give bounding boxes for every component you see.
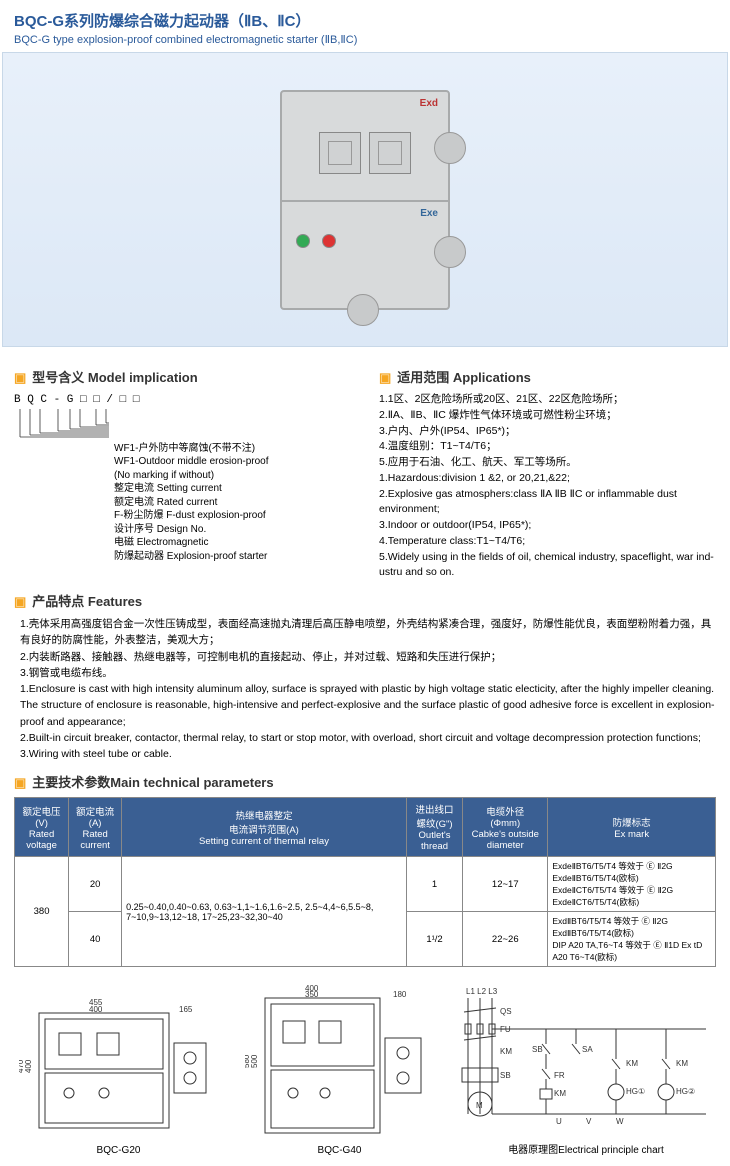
exe-label: Exe bbox=[420, 208, 438, 219]
svg-text:HG①: HG① bbox=[626, 1087, 645, 1096]
svg-text:KM: KM bbox=[500, 1047, 512, 1056]
th-voltage: 额定电压(V)Rated voltage bbox=[15, 798, 69, 857]
dwg-label: BQC-G40 bbox=[235, 1145, 444, 1156]
svg-text:W: W bbox=[616, 1117, 624, 1126]
svg-text:SB: SB bbox=[532, 1045, 543, 1054]
th-thread: 进出线口螺纹(G")Outlet's thread bbox=[406, 798, 462, 857]
features-heading: 产品特点 Features bbox=[14, 591, 716, 610]
th-exmark: 防爆标志Ex mark bbox=[548, 798, 716, 857]
svg-text:U: U bbox=[556, 1117, 562, 1126]
svg-text:V: V bbox=[586, 1117, 592, 1126]
model-impl-heading: 型号含义 Model implication bbox=[14, 367, 351, 386]
params-heading: 主要技术参数Main technical parameters bbox=[14, 772, 716, 791]
applications-list: 1.1区、2区危险场所或20区、21区、22区危险场所；2.ⅡA、ⅡB、ⅡC 爆… bbox=[379, 392, 716, 581]
model-impl-labels: WF1-户外防中等腐蚀(不带不注)WF1-Outdoor middle eros… bbox=[14, 442, 351, 564]
model-code: B Q C - G □ □ / □ □ bbox=[14, 392, 351, 409]
svg-text:KM: KM bbox=[554, 1089, 566, 1098]
svg-text:HG②: HG② bbox=[676, 1087, 695, 1096]
exd-label: Exd bbox=[420, 98, 438, 109]
svg-text:M: M bbox=[476, 1101, 483, 1110]
applications-heading: 适用范围 Applications bbox=[379, 367, 716, 386]
svg-text:400: 400 bbox=[89, 1005, 103, 1014]
svg-text:400: 400 bbox=[24, 1059, 33, 1073]
svg-text:KM: KM bbox=[676, 1059, 688, 1068]
svg-text:L1 L2 L3: L1 L2 L3 bbox=[466, 987, 498, 996]
svg-text:FR: FR bbox=[554, 1071, 565, 1080]
th-cable: 电缆外径(Φmm)Cabke's outside diameter bbox=[463, 798, 548, 857]
table-row: 380 20 0.25~0.40,0.40~0.63, 0.63~1,1~1.6… bbox=[15, 857, 716, 912]
svg-text:180: 180 bbox=[393, 990, 407, 999]
svg-text:SB: SB bbox=[500, 1071, 511, 1080]
drawing-bqc-g20: 455 400 165 470 400 BQC-G20 bbox=[14, 993, 223, 1156]
dwg-label: BQC-G20 bbox=[14, 1145, 223, 1156]
dwg-label: 电器原理图Electrical principle chart bbox=[456, 1141, 716, 1156]
product-photo: Exd Exe bbox=[2, 52, 728, 347]
th-current: 额定电流(A)Rated current bbox=[69, 798, 122, 857]
svg-text:165: 165 bbox=[179, 1005, 193, 1014]
drawing-circuit: L1 L2 L3 QS FU KM SB M SB SA FR KM bbox=[456, 984, 716, 1156]
model-bracket-icon bbox=[14, 409, 264, 439]
features-list: 1.壳体采用高强度铝合金一次性压铸成型，表面经高速抛丸清理后高压静电喷塑，外壳结… bbox=[20, 616, 716, 762]
svg-text:350: 350 bbox=[305, 990, 319, 999]
svg-text:QS: QS bbox=[500, 1007, 512, 1016]
drawings-row: 455 400 165 470 400 BQC-G20 400 350 180 bbox=[0, 975, 730, 1166]
title-main: BQC-G系列防爆综合磁力起动器（ⅡB、ⅡC） bbox=[0, 0, 730, 33]
title-sub: BQC-G type explosion-proof combined elec… bbox=[0, 33, 730, 52]
svg-text:SA: SA bbox=[582, 1045, 593, 1054]
th-relay: 热继电器整定电流调节范围(A)Setting current of therma… bbox=[122, 798, 407, 857]
params-table: 额定电压(V)Rated voltage 额定电流(A)Rated curren… bbox=[14, 797, 716, 967]
svg-text:KM: KM bbox=[626, 1059, 638, 1068]
svg-text:500: 500 bbox=[250, 1054, 259, 1068]
drawing-bqc-g40: 400 350 180 580 500 BQC-G40 bbox=[235, 983, 444, 1156]
